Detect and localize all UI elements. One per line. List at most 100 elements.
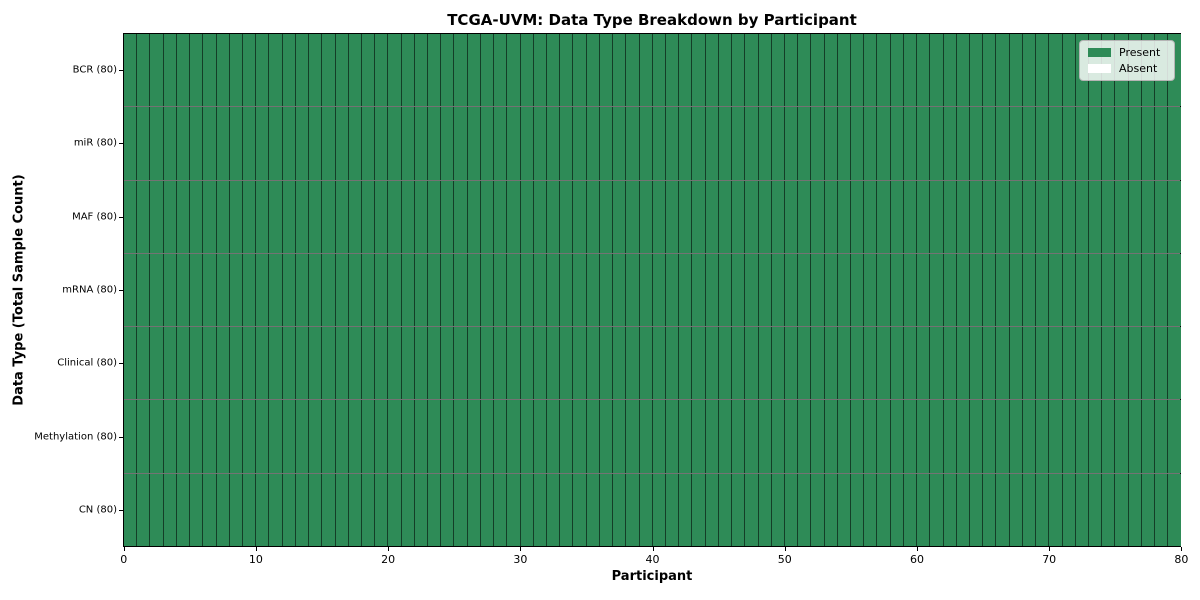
heatmap-cell bbox=[970, 253, 984, 327]
heatmap-cell bbox=[798, 107, 812, 180]
heatmap-cell bbox=[599, 400, 614, 473]
heatmap-cell bbox=[454, 473, 468, 546]
heatmap-cell bbox=[137, 400, 151, 473]
heatmap-cell bbox=[361, 327, 376, 400]
heatmap-cell bbox=[269, 327, 283, 400]
heatmap-cell bbox=[917, 327, 931, 400]
heatmap-cell bbox=[745, 107, 759, 180]
heatmap-cell bbox=[798, 180, 812, 253]
x-tick-label: 20 bbox=[381, 553, 396, 566]
heatmap-cell bbox=[335, 327, 349, 400]
heatmap-cell bbox=[1115, 327, 1129, 400]
heatmap-cell bbox=[613, 473, 627, 546]
heatmap-cell bbox=[520, 400, 534, 473]
heatmap-cell bbox=[573, 253, 587, 327]
heatmap-cell bbox=[586, 107, 600, 180]
heatmap-cell bbox=[414, 253, 429, 327]
heatmap-cell bbox=[692, 473, 706, 546]
heatmap-cell bbox=[705, 107, 719, 180]
heatmap-cell bbox=[758, 473, 772, 546]
heatmap-cell bbox=[890, 34, 904, 107]
heatmap-cell bbox=[428, 400, 442, 473]
heatmap-row-cn bbox=[124, 473, 1181, 546]
heatmap-cell bbox=[956, 400, 970, 473]
heatmap-cell bbox=[309, 473, 323, 546]
heatmap-cell bbox=[970, 400, 984, 473]
heatmap-cell bbox=[414, 180, 429, 253]
heatmap-cell bbox=[388, 473, 402, 546]
heatmap-cell bbox=[784, 180, 799, 253]
heatmap-cell bbox=[771, 107, 785, 180]
x-tick-label: 50 bbox=[777, 553, 792, 566]
heatmap-cell bbox=[943, 473, 957, 546]
heatmap-cell bbox=[361, 473, 376, 546]
heatmap-cell bbox=[441, 107, 455, 180]
heatmap-cell bbox=[970, 327, 984, 400]
y-tick-mark bbox=[119, 290, 123, 291]
heatmap-cell bbox=[295, 180, 310, 253]
heatmap-cell bbox=[732, 327, 746, 400]
heatmap-cell bbox=[428, 107, 442, 180]
heatmap-cell bbox=[1036, 253, 1050, 327]
heatmap-cell bbox=[361, 180, 376, 253]
heatmap-cell bbox=[441, 34, 455, 107]
heatmap-cell bbox=[428, 34, 442, 107]
heatmap-cell bbox=[1102, 180, 1116, 253]
heatmap-cell bbox=[348, 473, 362, 546]
heatmap-row-mir bbox=[124, 107, 1181, 181]
heatmap-cell bbox=[917, 473, 931, 546]
heatmap-cell bbox=[652, 34, 666, 107]
heatmap-cell bbox=[639, 253, 653, 327]
heatmap-cell bbox=[361, 34, 376, 107]
heatmap-cell bbox=[176, 253, 191, 327]
heatmap-cell bbox=[216, 107, 230, 180]
heatmap-cell bbox=[1168, 400, 1181, 473]
heatmap-cell bbox=[1062, 327, 1076, 400]
heatmap-cell bbox=[507, 107, 521, 180]
heatmap-cell bbox=[837, 473, 852, 546]
heatmap-cell bbox=[190, 34, 204, 107]
heatmap-cell bbox=[586, 473, 600, 546]
heatmap-cell bbox=[335, 107, 349, 180]
heatmap-cell bbox=[242, 253, 257, 327]
heatmap-cell bbox=[322, 180, 336, 253]
heatmap-cell bbox=[1128, 107, 1142, 180]
heatmap-cell bbox=[1036, 180, 1050, 253]
heatmap-cell bbox=[203, 180, 217, 253]
heatmap-cell bbox=[917, 253, 931, 327]
heatmap-cell bbox=[533, 473, 547, 546]
heatmap-cell bbox=[599, 180, 614, 253]
heatmap-cell bbox=[454, 400, 468, 473]
heatmap-cell bbox=[824, 253, 838, 327]
heatmap-cell bbox=[917, 180, 931, 253]
heatmap-cell bbox=[494, 253, 508, 327]
heatmap-cell bbox=[639, 34, 653, 107]
heatmap-cell bbox=[864, 180, 878, 253]
heatmap-cell bbox=[163, 253, 177, 327]
heatmap-row-bcr bbox=[124, 34, 1181, 108]
heatmap-cell bbox=[190, 327, 204, 400]
heatmap-cell bbox=[163, 473, 177, 546]
heatmap-cell bbox=[176, 180, 191, 253]
heatmap-cell bbox=[547, 327, 561, 400]
heatmap-cell bbox=[1102, 473, 1116, 546]
heatmap-cell bbox=[375, 473, 389, 546]
heatmap-cell bbox=[547, 34, 561, 107]
heatmap-cell bbox=[1141, 253, 1156, 327]
heatmap-cell bbox=[613, 34, 627, 107]
heatmap-cell bbox=[917, 107, 931, 180]
heatmap-cell bbox=[229, 107, 243, 180]
heatmap-cell bbox=[851, 107, 865, 180]
x-tick-mark bbox=[652, 547, 654, 551]
legend: Present Absent bbox=[1079, 40, 1175, 81]
heatmap-cell bbox=[956, 107, 970, 180]
heatmap-cell bbox=[454, 327, 468, 400]
heatmap-cell bbox=[1115, 400, 1129, 473]
heatmap-cell bbox=[983, 473, 997, 546]
heatmap-cell bbox=[613, 107, 627, 180]
heatmap-cell bbox=[586, 400, 600, 473]
heatmap-cell bbox=[428, 473, 442, 546]
heatmap-cell bbox=[639, 473, 653, 546]
heatmap-cell bbox=[626, 400, 640, 473]
heatmap-cell bbox=[890, 107, 904, 180]
